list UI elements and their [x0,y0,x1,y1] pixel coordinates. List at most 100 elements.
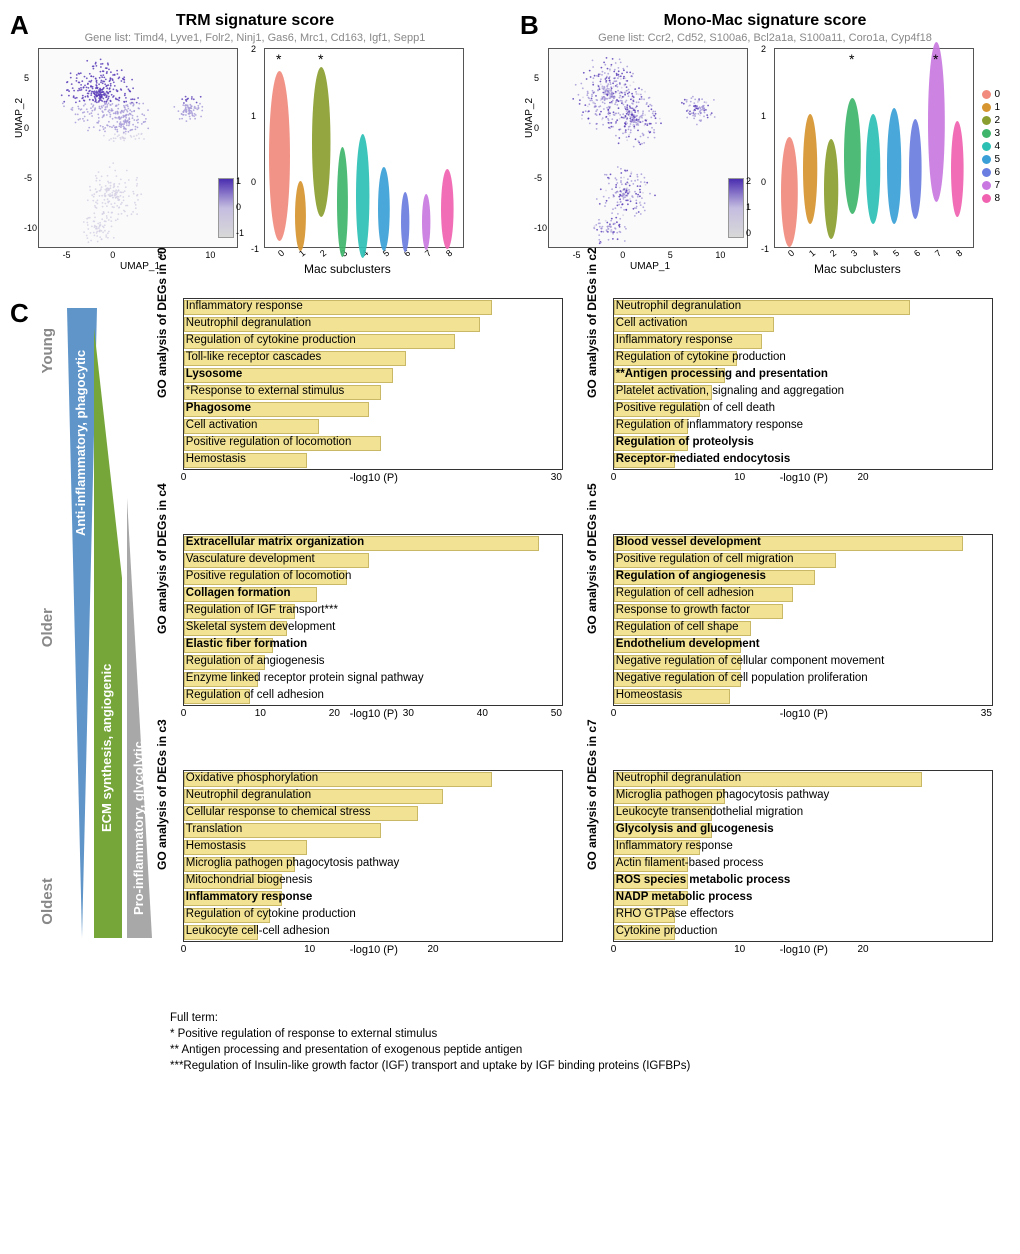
go-panel-c2: GO analysis of DEGs in c2Neutrophil degr… [595,298,995,526]
go-row: Negative regulation of cellular componen… [614,654,992,671]
go-term-text: Regulation of cytokine production [186,334,356,346]
go-row: Positive regulation of locomotion [184,435,562,452]
top-row: A TRM signature score Gene list: Timd4, … [10,10,1010,278]
go-row: Endothelium development [614,637,992,654]
go-term-text: Endothelium development [616,638,760,650]
go-term-text: Lysosome [186,368,242,380]
go-ylabel-c3: GO analysis of DEGs in c3 [155,719,169,870]
go-term-text: Regulation of cell adhesion [616,587,754,599]
go-term-text: Microglia pathogen phagocytosis pathway [616,789,830,801]
panel-b: B Mono-Mac signature score Gene list: Cc… [520,10,1010,278]
go-row: Mitochondrial biogenesis [184,873,562,890]
violin-a-xlabel: Mac subclusters [304,262,391,276]
go-row: Cytokine production [614,924,992,941]
go-term-text: ROS species metabolic process [616,874,791,886]
go-row: Inflammatory response [184,890,562,907]
go-row: Microglia pathogen phagocytosis pathway [614,788,992,805]
go-row: Phagosome [184,401,562,418]
go-row: Hemostasis [184,839,562,856]
go-xlabel: -log10 (P) [183,708,565,720]
go-term-text: RHO GTPase effectors [616,908,734,920]
go-row: Oxidative phosphorylation [184,771,562,788]
age-older: Older [39,608,56,647]
go-row: Blood vessel development [614,535,992,552]
grey-label: Pro-inflammatory, glycolytic [131,728,146,928]
footnote-1: * Positive regulation of response to ext… [170,1026,1010,1042]
umap-plot-b [548,48,748,248]
go-row: Positive regulation of locomotion [184,569,562,586]
go-term-text: Cytokine production [616,925,718,937]
go-term-text: Neutrophil degranulation [616,300,741,312]
go-row: RHO GTPase effectors [614,907,992,924]
go-plot-c2: Neutrophil degranulation Cell activationI… [613,298,993,470]
go-term-text: NADP metabolic process [616,891,753,903]
go-row: Neutrophil degranulation [184,316,562,333]
go-term-text: Collagen formation [186,587,291,599]
go-row: Homeostasis [614,688,992,705]
go-row: Leukocyte cell-cell adhesion [184,924,562,941]
violin-b-xlabel: Mac subclusters [814,262,901,276]
go-term-text: Response to growth factor [616,604,750,616]
go-ylabel-c7: GO analysis of DEGs in c7 [585,719,599,870]
go-ylabel-c4: GO analysis of DEGs in c4 [155,483,169,634]
go-row: Platelet activation, signaling and aggre… [614,384,992,401]
go-xlabel: -log10 (P) [613,944,995,956]
cluster-legend: 012345678 [982,88,1000,205]
go-row: Inflammatory response [614,839,992,856]
go-term-text: Negative regulation of cell population p… [616,672,868,684]
go-term-text: Neutrophil degranulation [186,789,311,801]
go-row: Neutrophil degranulation [614,299,992,316]
footnotes: Full term: * Positive regulation of resp… [170,1010,1010,1074]
go-row: Regulation of cell adhesion [614,586,992,603]
go-row: Regulation of cell shape [614,620,992,637]
go-term-text: Blood vessel development [616,536,761,548]
go-term-text: Elastic fiber formation [186,638,307,650]
colorbar-a: 1 0 -1 [218,178,234,238]
green-label: ECM synthesis, angiogenic [99,648,114,848]
go-term-text: Regulation of cytokine production [186,908,356,920]
go-term-text: Cellular response to chemical stress [186,806,371,818]
go-row: Actin filament-based process [614,856,992,873]
go-row: Microglia pathogen phagocytosis pathway [184,856,562,873]
go-row: Leukocyte transendothelial migration [614,805,992,822]
panel-c: C Anti-inflammatory, phagocytic ECM synt… [10,298,1010,998]
go-term-text: Regulation of cytokine production [616,351,786,363]
go-row: Cell activation [614,316,992,333]
go-row: Translation [184,822,562,839]
go-plot-c0: Inflammatory response Neutrophil degranul… [183,298,563,470]
go-term-text: Regulation of IGF transport*** [186,604,338,616]
footnote-3: ***Regulation of Insulin-like growth fac… [170,1058,1010,1074]
go-row: Inflammatory response [614,333,992,350]
go-term-text: Inflammatory response [186,300,303,312]
go-row: Regulation of cytokine production [614,350,992,367]
go-term-text: Actin filament-based process [616,857,764,869]
go-term-text: Leukocyte transendothelial migration [616,806,803,818]
go-row: Skeletal system development [184,620,562,637]
go-ylabel-c5: GO analysis of DEGs in c5 [585,483,599,634]
go-row: ROS species metabolic process [614,873,992,890]
go-row: Response to growth factor [614,603,992,620]
go-row: Cellular response to chemical stress [184,805,562,822]
go-row: Positive regulation of cell migration [614,552,992,569]
go-term-text: Negative regulation of cellular componen… [616,655,884,667]
go-term-text: Inflammatory response [186,891,313,903]
go-term-text: Neutrophil degranulation [616,772,741,784]
panel-b-label: B [520,10,539,41]
go-term-text: Regulation of angiogenesis [186,655,325,667]
go-plot-c4: Extracellular matrix organizationVascula… [183,534,563,706]
go-term-text: Inflammatory response [616,334,733,346]
colorbar-b: 2 1 0 [728,178,744,238]
go-grid: GO analysis of DEGs in c0Inflammatory re… [165,298,995,998]
age-oldest: Oldest [39,878,56,925]
go-row: Inflammatory response [184,299,562,316]
go-row: Vasculature development [184,552,562,569]
go-xlabel: -log10 (P) [183,944,565,956]
go-row: Negative regulation of cell population p… [614,671,992,688]
go-row: Toll-like receptor cascades [184,350,562,367]
go-term-text: **Antigen processing and presentation [616,368,828,380]
go-row: Neutrophil degranulation [614,771,992,788]
figure-root: A TRM signature score Gene list: Timd4, … [0,0,1020,1084]
go-term-text: Mitochondrial biogenesis [186,874,313,886]
go-term-text: Regulation of cell adhesion [186,689,324,701]
go-term-text: Inflammatory response [616,840,733,852]
